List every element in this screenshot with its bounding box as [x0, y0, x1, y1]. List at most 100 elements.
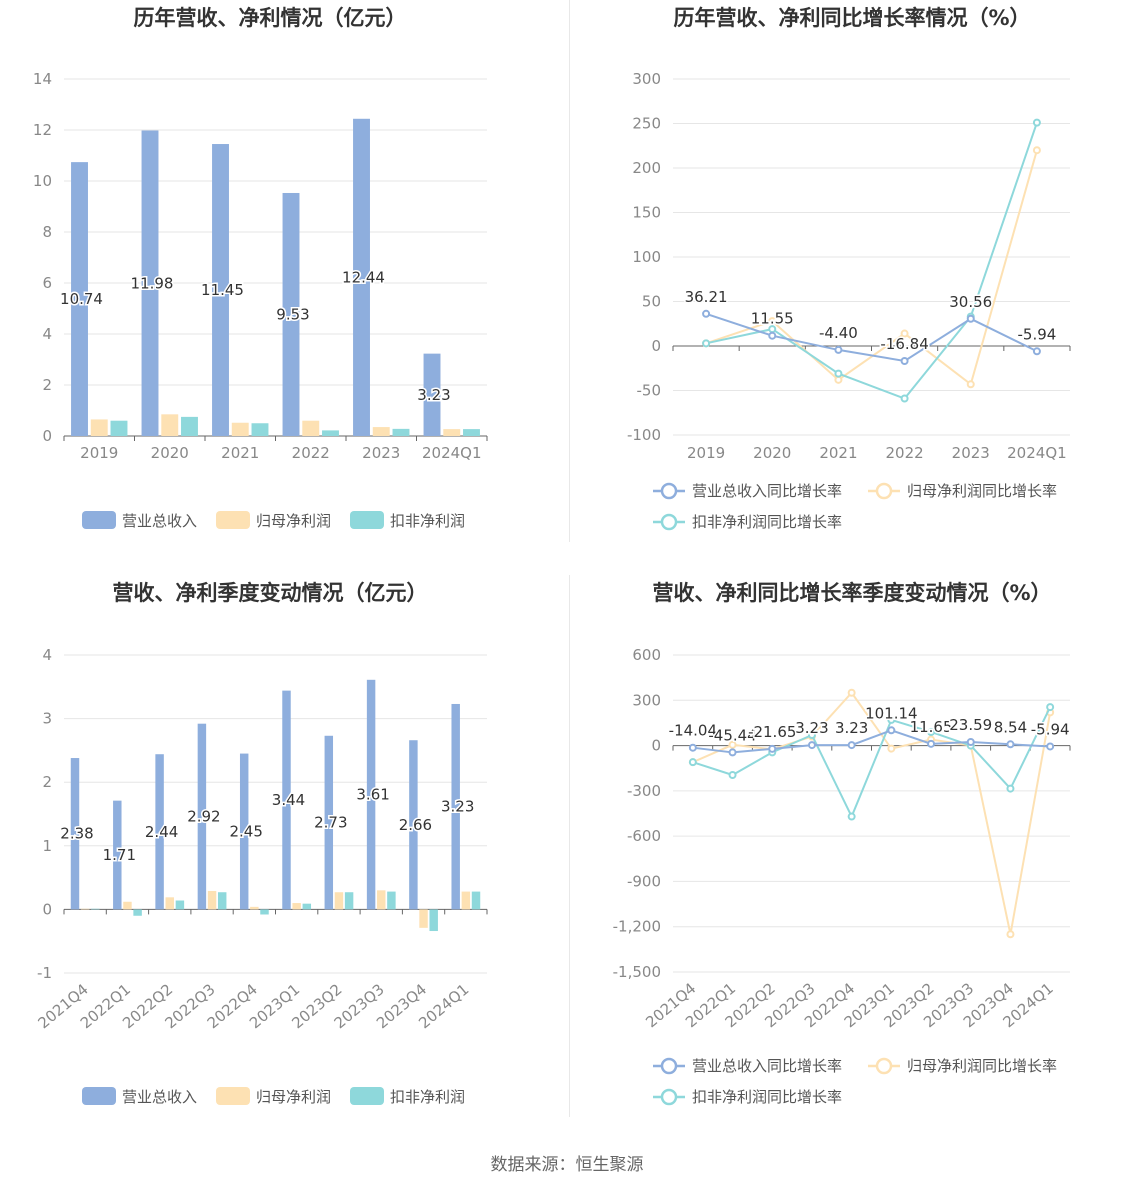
series-point	[807, 731, 816, 740]
y-tick-label: 2	[42, 773, 52, 791]
series-point	[702, 309, 711, 318]
series-point	[887, 744, 896, 753]
bar-revenue	[70, 758, 80, 910]
series-point	[768, 317, 777, 326]
chart-title: 历年营收、净利同比增长率情况（%）	[673, 6, 1030, 30]
series-point	[1032, 347, 1041, 356]
bar-deducted-profit	[344, 892, 354, 910]
legend-marker	[660, 482, 678, 500]
y-tick-label: 4	[42, 646, 52, 664]
y-tick-label: 50	[642, 293, 661, 311]
y-tick-label: 8	[42, 223, 52, 241]
legend: 营业总收入 归母净利润 扣非净利润	[82, 511, 465, 530]
bar-revenue	[113, 800, 122, 910]
series-point	[702, 339, 711, 348]
data-label: 12.44	[342, 268, 385, 286]
data-label: 3.23	[835, 719, 868, 737]
legend-marker	[660, 1057, 678, 1075]
data-label: 11.45	[201, 281, 244, 299]
bar-net-profit	[207, 890, 217, 910]
series-point	[1006, 930, 1015, 939]
data-label: -5.94	[1031, 720, 1070, 738]
legend-swatch	[82, 511, 116, 529]
bar-deducted-profit	[110, 420, 128, 436]
series-point	[688, 758, 697, 767]
y-tick-label: 3	[42, 710, 52, 728]
data-label: 11.98	[131, 274, 174, 292]
bar-deducted-profit	[181, 416, 198, 436]
bar-net-profit	[90, 419, 108, 436]
chart-quarterly-revenue-profit: 营收、净利季度变动情况（亿元） -1 0 1 2 3 4 2021Q4 2022Q1 2022Q2…	[0, 575, 567, 1135]
bar-net-profit	[161, 414, 179, 436]
data-label: 3.44	[272, 791, 305, 809]
x-tick-label: 2022	[292, 444, 330, 462]
series-point	[688, 743, 697, 752]
chart-title: 营收、净利同比增长率季度变动情况（%）	[652, 581, 1051, 605]
bar-deducted-profit	[322, 430, 339, 436]
legend-label: 营业总收入	[122, 512, 197, 530]
bar-net-profit	[231, 422, 249, 436]
y-tick-label: -900	[627, 872, 661, 890]
data-source-note: 数据来源：恒生聚源	[490, 1155, 644, 1175]
data-label: -45.44	[708, 726, 756, 744]
legend-label: 营业总收入同比增长率	[692, 1057, 842, 1075]
data-label: 11.65	[910, 718, 953, 736]
data-label: 3.23	[417, 386, 450, 404]
data-label: 10.74	[60, 290, 103, 308]
vertical-divider-bottom	[569, 575, 570, 1117]
bar-revenue	[451, 703, 460, 910]
bar-net-profit	[443, 429, 461, 436]
series-line-net-profit-growth	[692, 691, 1052, 935]
series-line-deducted-profit-growth	[692, 706, 1052, 819]
y-tick-label: 0	[42, 427, 52, 445]
legend-label: 扣非净利润	[390, 1088, 465, 1106]
series-point	[728, 748, 737, 757]
y-tick-label: -100	[627, 426, 661, 444]
series-line-revenue-growth	[692, 729, 1051, 754]
data-label: -5.94	[1018, 325, 1057, 343]
y-tick-label: 10	[33, 172, 52, 190]
bar-deducted-profit	[251, 423, 269, 436]
data-label: 11.55	[751, 310, 794, 328]
bar-net-profit	[334, 892, 344, 910]
bar-revenue	[155, 754, 164, 910]
series-point	[966, 380, 975, 389]
bar-revenue	[197, 723, 207, 910]
bar-deducted-profit	[217, 892, 227, 910]
data-label: 8.54	[994, 718, 1027, 736]
x-tick-label: 2020	[753, 444, 791, 462]
bar-deducted-profit	[91, 908, 100, 910]
chart-title: 营收、净利季度变动情况（亿元）	[113, 581, 428, 605]
data-label: 101.14	[865, 704, 918, 722]
bar-net-profit	[372, 427, 390, 436]
y-tick-label: 6	[42, 274, 52, 292]
legend-swatch	[216, 1087, 250, 1105]
data-label: 2.45	[229, 822, 262, 840]
legend-swatch	[216, 511, 250, 529]
y-tick-label: 0	[651, 737, 661, 755]
legend-label: 营业总收入同比增长率	[692, 482, 842, 500]
bar-revenue	[409, 740, 418, 910]
y-tick-label: 2	[42, 376, 52, 394]
x-tick-label: 2023	[952, 444, 990, 462]
bar-revenue	[423, 353, 441, 436]
vertical-divider-top	[569, 0, 570, 542]
x-tick-label: 2021	[819, 444, 857, 462]
legend-label: 扣非净利润同比增长率	[692, 513, 842, 531]
y-tick-label: 0	[651, 337, 661, 355]
series-point	[728, 740, 737, 749]
y-tick-label: 1	[42, 837, 52, 855]
data-label: 1.71	[103, 846, 136, 864]
legend-marker	[660, 1088, 678, 1106]
y-tick-label: 100	[632, 248, 661, 266]
data-label: 23.59	[949, 716, 992, 734]
bar-revenue	[366, 679, 376, 910]
legend: 营业总收入 归母净利润 扣非净利润	[82, 1087, 465, 1106]
series-point	[1006, 784, 1015, 793]
bar-net-profit	[302, 420, 320, 436]
series-point	[927, 727, 936, 736]
data-label: 2.38	[60, 825, 93, 843]
y-tick-label: -1,200	[613, 918, 661, 936]
y-tick-label: 300	[632, 70, 661, 88]
